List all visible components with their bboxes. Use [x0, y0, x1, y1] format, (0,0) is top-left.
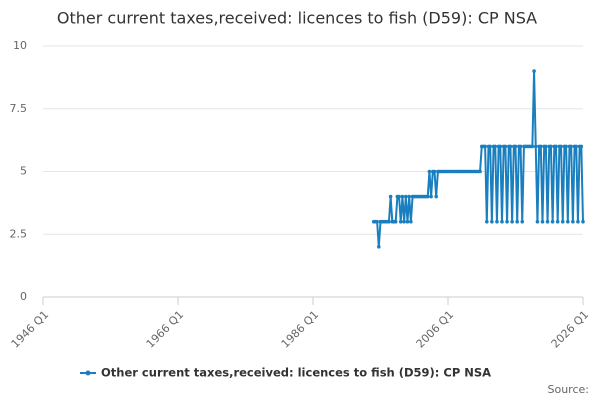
data-point — [490, 219, 494, 224]
data-point — [545, 219, 550, 224]
data-point — [432, 169, 437, 174]
data-point — [532, 69, 536, 73]
data-point — [579, 144, 584, 149]
data-point — [581, 219, 585, 224]
data-point — [559, 144, 563, 149]
x-tick-label: 2006 Q1 — [414, 308, 457, 351]
data-point — [554, 144, 558, 149]
data-point — [560, 219, 565, 224]
data-point — [478, 169, 482, 174]
x-tick-label: 1966 Q1 — [144, 308, 187, 351]
data-point — [564, 144, 568, 149]
x-tick-label: 1946 Q1 — [9, 308, 52, 351]
legend-label: Other current taxes,received: licences t… — [101, 366, 491, 380]
data-point — [518, 144, 523, 149]
data-point — [540, 219, 545, 224]
data-point — [510, 219, 514, 224]
data-point — [576, 219, 580, 224]
data-point — [498, 144, 503, 149]
y-tick-label: 2.5 — [10, 227, 28, 240]
data-point — [377, 245, 381, 249]
x-tick-label: 2026 Q1 — [549, 308, 592, 351]
y-tick-label: 7.5 — [10, 102, 28, 115]
chart-title: Other current taxes,received: licences t… — [57, 9, 537, 28]
data-point — [549, 144, 553, 149]
data-point — [493, 144, 498, 149]
data-point — [535, 219, 540, 224]
data-point — [505, 219, 509, 224]
data-point — [388, 194, 393, 199]
y-tick-label: 10 — [13, 39, 27, 52]
data-point — [429, 194, 433, 199]
data-point — [508, 144, 513, 149]
data-point — [513, 144, 518, 149]
data-point — [434, 194, 438, 199]
data-point — [515, 219, 519, 224]
data-point — [569, 144, 573, 149]
data-point — [503, 144, 508, 149]
data-point — [520, 219, 525, 224]
data-point — [398, 219, 403, 224]
data-point — [485, 219, 489, 224]
data-point — [400, 194, 405, 199]
data-point — [483, 144, 487, 149]
data-point — [555, 219, 560, 224]
data-point — [533, 144, 538, 149]
y-tick-label: 5 — [20, 165, 27, 178]
data-point — [488, 144, 492, 149]
data-point — [387, 219, 391, 224]
data-point — [530, 144, 535, 149]
data-point — [495, 219, 499, 224]
data-point — [375, 219, 379, 224]
data-point — [407, 194, 411, 199]
legend-marker — [85, 370, 91, 376]
data-point — [425, 194, 430, 199]
y-tick-label: 0 — [20, 290, 27, 303]
source: Source: — [548, 383, 590, 396]
data-point — [550, 219, 555, 224]
x-tick-label: 1986 Q1 — [279, 308, 322, 351]
data-point — [404, 194, 408, 199]
data-point — [566, 219, 570, 224]
data-point — [402, 219, 406, 224]
data-point — [427, 169, 432, 174]
data-point — [397, 194, 401, 199]
data-point — [539, 144, 543, 149]
data-point — [544, 144, 548, 149]
data-point — [409, 219, 413, 224]
data-point — [574, 144, 579, 149]
data-point — [500, 219, 504, 224]
data-point — [571, 219, 575, 224]
data-point — [393, 219, 398, 224]
data-point — [405, 219, 410, 224]
